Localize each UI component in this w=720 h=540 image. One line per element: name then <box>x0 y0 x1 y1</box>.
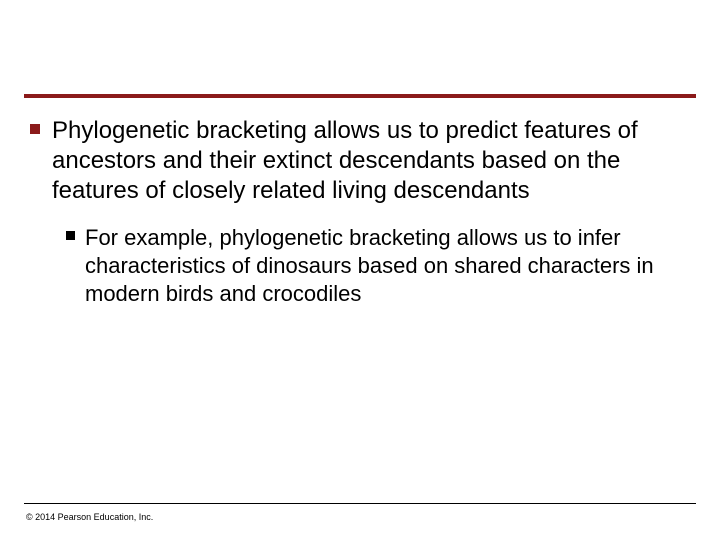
sub-bullet-text: For example, phylogenetic bracketing all… <box>85 224 690 308</box>
top-accent-rule <box>24 94 696 98</box>
slide-content: Phylogenetic bracketing allows us to pre… <box>30 116 690 308</box>
square-bullet-icon <box>66 231 75 240</box>
main-bullet-item: Phylogenetic bracketing allows us to pre… <box>30 116 690 206</box>
sub-bullet-list: For example, phylogenetic bracketing all… <box>66 224 690 308</box>
copyright-text: © 2014 Pearson Education, Inc. <box>26 512 153 522</box>
main-bullet-text: Phylogenetic bracketing allows us to pre… <box>52 116 690 206</box>
square-bullet-icon <box>30 124 40 134</box>
sub-bullet-item: For example, phylogenetic bracketing all… <box>66 224 690 308</box>
bottom-rule <box>24 503 696 504</box>
